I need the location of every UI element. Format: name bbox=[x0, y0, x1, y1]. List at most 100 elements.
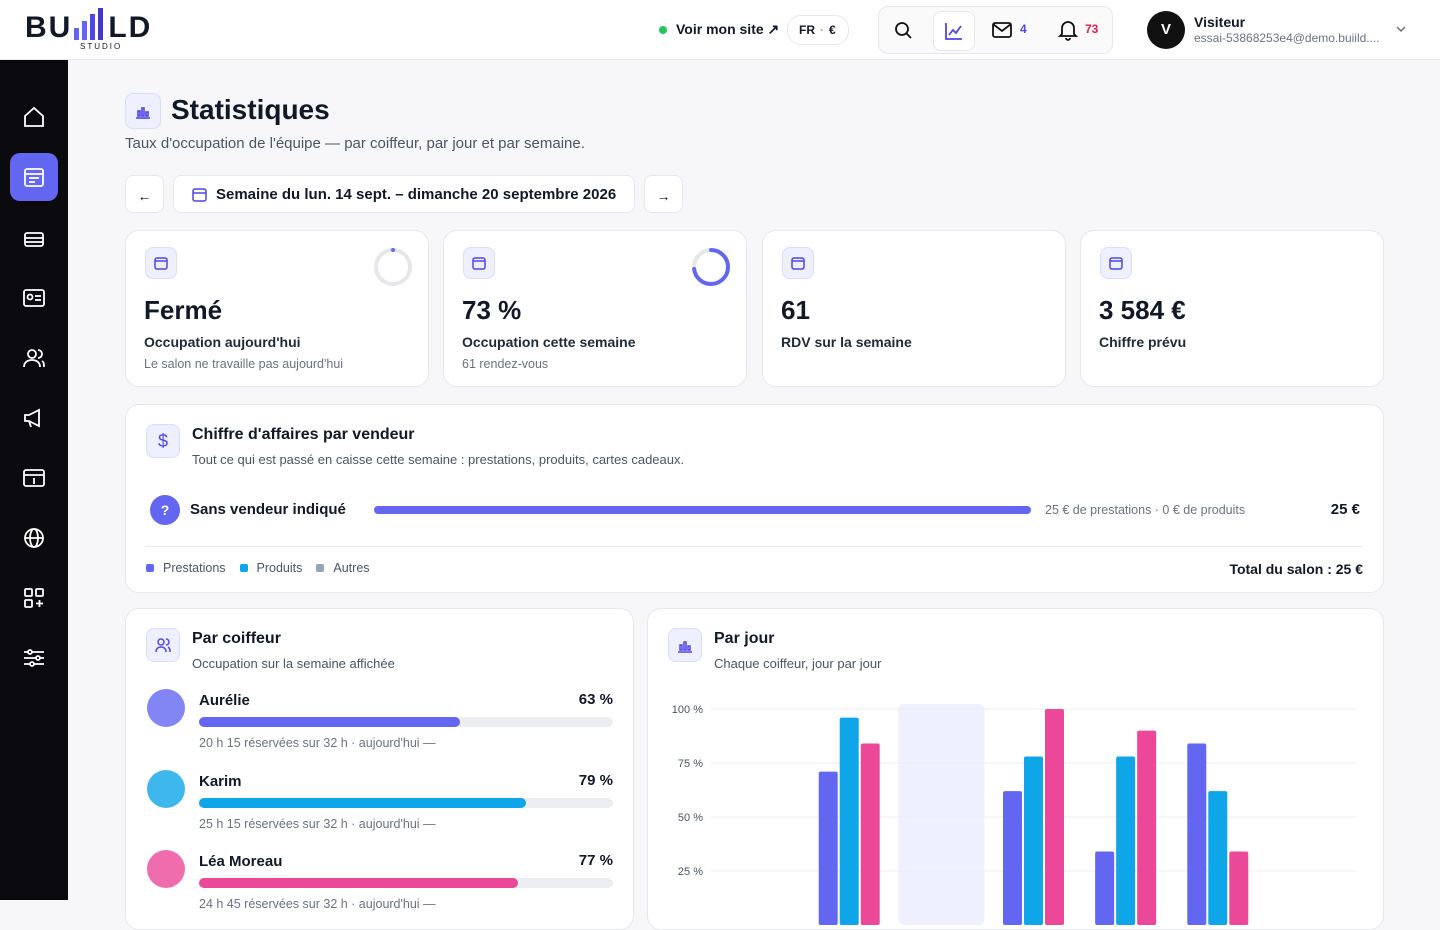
mail-icon[interactable] bbox=[992, 22, 1012, 38]
seller-track bbox=[374, 506, 1031, 514]
ring-track bbox=[374, 248, 412, 286]
seller-name: Sans vendeur indiqué bbox=[190, 501, 346, 518]
kpi-card: 3 584 € Chiffre prévu bbox=[1080, 230, 1384, 387]
kpi-card: Fermé Occupation aujourd'hui Le salon ne t… bbox=[125, 230, 429, 387]
search-icon[interactable] bbox=[894, 21, 912, 39]
staff-bar bbox=[199, 717, 460, 727]
staff-panel: Par coiffeur Occupation sur la semaine a… bbox=[125, 608, 634, 930]
seller-amount: 25 € bbox=[1330, 501, 1360, 518]
logo[interactable]: BU LD bbox=[25, 8, 152, 45]
prev-week[interactable]: ← bbox=[125, 175, 164, 213]
bar bbox=[1229, 851, 1249, 925]
kpi-value: 61 bbox=[781, 295, 810, 325]
ring-value bbox=[692, 248, 730, 286]
staff-name: Léa Moreau bbox=[199, 853, 283, 870]
currency: € bbox=[829, 23, 836, 37]
y-tick-label: 50 % bbox=[678, 812, 703, 824]
seller-bar bbox=[374, 506, 1031, 514]
kpi-icon bbox=[782, 247, 814, 279]
bar bbox=[1208, 791, 1228, 925]
staff-name: Aurélie bbox=[199, 692, 250, 709]
kpi-value: 73 % bbox=[462, 295, 522, 325]
ring bbox=[692, 248, 730, 286]
legend-swatch bbox=[146, 564, 154, 572]
nav-apps[interactable] bbox=[23, 587, 45, 609]
staff-detail: 24 h 45 réservées sur 32 h · aujourd'hui… bbox=[199, 897, 436, 911]
bar bbox=[1116, 756, 1136, 925]
stats-icon bbox=[945, 23, 962, 40]
kpi-label: RDV sur la semaine bbox=[781, 334, 912, 350]
sales-title: Chiffre d'affaires par vendeur bbox=[192, 426, 415, 443]
glyph bbox=[1109, 257, 1123, 270]
logo-sub: STUDIO bbox=[80, 42, 123, 51]
nav-settings[interactable] bbox=[23, 647, 45, 669]
logo-text: LD bbox=[108, 11, 153, 44]
top-bar bbox=[0, 0, 1440, 60]
chart-subtitle: Chaque coiffeur, jour par jour bbox=[714, 656, 882, 671]
seller-detail: 25 € de prestations · 0 € de produits bbox=[1045, 503, 1246, 517]
nav-website[interactable] bbox=[23, 527, 45, 549]
kpi-note: Le salon ne travaille pas aujourd'hui bbox=[144, 357, 344, 371]
site-link[interactable]: Voir mon site ↗ bbox=[676, 21, 780, 37]
week-picker[interactable]: Semaine du lun. 14 sept. – dimanche 20 s… bbox=[173, 175, 635, 213]
next-week[interactable]: → bbox=[644, 175, 683, 213]
bar bbox=[1045, 709, 1064, 925]
legend-label: Produits bbox=[256, 561, 303, 575]
bar bbox=[1024, 756, 1043, 925]
kpi-icon-glyph bbox=[1109, 257, 1123, 270]
ring-value bbox=[374, 248, 412, 286]
staff-name: Karim bbox=[199, 772, 242, 790]
kpi-card: 61 RDV sur la semaine bbox=[762, 230, 1066, 387]
bell-icon[interactable] bbox=[1057, 20, 1079, 41]
y-tick-label: 75 % bbox=[678, 758, 703, 770]
page-title: Statistiques bbox=[171, 94, 330, 125]
staff-track bbox=[199, 717, 613, 727]
nav-calendar[interactable] bbox=[23, 166, 45, 188]
bar bbox=[860, 743, 880, 925]
bar bbox=[839, 717, 859, 925]
logo-bars bbox=[74, 8, 104, 40]
locale-pill[interactable]: FR · € bbox=[787, 15, 849, 45]
today-band bbox=[898, 704, 985, 925]
staff-track bbox=[199, 878, 613, 888]
title-icon bbox=[125, 93, 161, 129]
chart: 25 % 50 % 75 % 100 % bbox=[672, 704, 1356, 925]
daily-panel: Par jour Chaque coiffeur, jour par jour … bbox=[647, 608, 1384, 930]
status-dot bbox=[659, 26, 667, 34]
user-avatar[interactable]: V bbox=[1147, 11, 1185, 49]
user-name: Visiteur bbox=[1194, 14, 1246, 30]
legend-swatch bbox=[316, 564, 325, 572]
legend-label: Prestations bbox=[163, 561, 226, 575]
nav-marketing[interactable] bbox=[23, 407, 45, 429]
nav-active bbox=[10, 153, 58, 201]
nav-home[interactable] bbox=[23, 106, 45, 128]
stats-button[interactable] bbox=[933, 11, 975, 51]
week-label: Semaine du lun. 14 sept. – dimanche 20 s… bbox=[216, 186, 617, 203]
legend-swatch bbox=[239, 564, 248, 572]
y-tick-label: 100 % bbox=[672, 704, 703, 716]
nav-team[interactable] bbox=[23, 347, 45, 369]
nav-clients[interactable] bbox=[23, 287, 45, 309]
staff-avatar bbox=[147, 850, 185, 888]
chart-title: Par jour bbox=[714, 630, 775, 647]
nav-services[interactable] bbox=[23, 228, 45, 250]
kpi-value: Fermé bbox=[144, 295, 223, 325]
mail-count: 4 bbox=[1020, 22, 1027, 36]
user-email: essai-53868253e4@demo.buiild.... bbox=[1194, 31, 1380, 45]
bar bbox=[1095, 851, 1115, 925]
page-subtitle: Taux d'occupation de l'équipe — par coif… bbox=[125, 135, 585, 152]
kpi-icon-glyph bbox=[791, 257, 805, 270]
divider bbox=[145, 546, 1363, 547]
kpi-card: 73 % Occupation cette semaine 61 rendez-vo… bbox=[443, 230, 747, 387]
staff-subtitle: Occupation sur la semaine affichée bbox=[192, 656, 395, 671]
sales-subtitle: Tout ce qui est passé en caisse cette se… bbox=[192, 452, 685, 467]
kpi-icon bbox=[145, 247, 177, 279]
nav-register[interactable] bbox=[23, 467, 45, 489]
staff-detail: 25 h 15 réservées sur 32 h · aujourd'hui… bbox=[199, 816, 436, 831]
user-menu-chevron[interactable] bbox=[1396, 26, 1406, 33]
kpi-icon bbox=[1100, 247, 1132, 279]
bar bbox=[1187, 743, 1207, 925]
lang: FR bbox=[799, 23, 815, 37]
staff-title: Par coiffeur bbox=[192, 630, 281, 647]
